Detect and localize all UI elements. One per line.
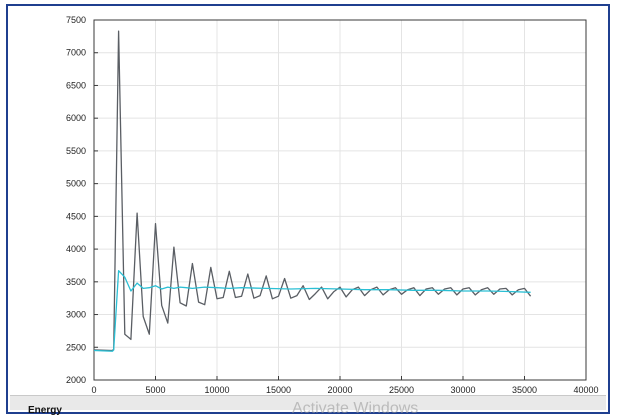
x-tick-label: 25000 <box>389 385 414 395</box>
y-tick-label: 5000 <box>66 179 86 189</box>
chart-series <box>93 30 532 352</box>
x-axis-ticks: 0 5000 10000 15000 20000 25000 30000 35000 40000 <box>91 376 599 395</box>
energy-label: Energy <box>28 405 62 416</box>
activate-windows-watermark: Activate Windows <box>292 400 419 417</box>
x-tick-label: 40000 <box>573 385 598 395</box>
y-tick-label: 3000 <box>66 310 86 320</box>
y-tick-label: 2000 <box>66 375 86 385</box>
y-tick-label: 4000 <box>66 244 86 254</box>
x-tick-label: 30000 <box>450 385 475 395</box>
chart-frame: 2000 2500 3000 3500 4000 4500 5000 5500 6000 6500… <box>6 4 610 414</box>
y-tick-label: 6500 <box>66 80 86 90</box>
y-tick-label: 7500 <box>66 15 86 25</box>
y-axis-ticks: 2000 2500 3000 3500 4000 4500 5000 5500 6000 6500… <box>66 15 98 385</box>
y-tick-label: 3500 <box>66 277 86 287</box>
x-tick-label: 10000 <box>204 385 229 395</box>
chart-grid <box>93 19 587 381</box>
y-tick-label: 2500 <box>66 342 86 352</box>
status-strip <box>10 395 606 410</box>
x-tick-label: 5000 <box>145 385 165 395</box>
series-line-2 <box>93 270 531 352</box>
y-tick-label: 5500 <box>66 146 86 156</box>
x-tick-label: 20000 <box>327 385 352 395</box>
y-tick-label: 6000 <box>66 113 86 123</box>
x-tick-label: 0 <box>91 385 96 395</box>
chart-svg: 2000 2500 3000 3500 4000 4500 5000 5500 6000 6500… <box>66 15 599 395</box>
y-tick-label: 4500 <box>66 211 86 221</box>
series-line-1 <box>93 30 532 352</box>
y-tick-label: 7000 <box>66 48 86 58</box>
x-tick-label: 35000 <box>512 385 537 395</box>
x-tick-label: 15000 <box>266 385 291 395</box>
